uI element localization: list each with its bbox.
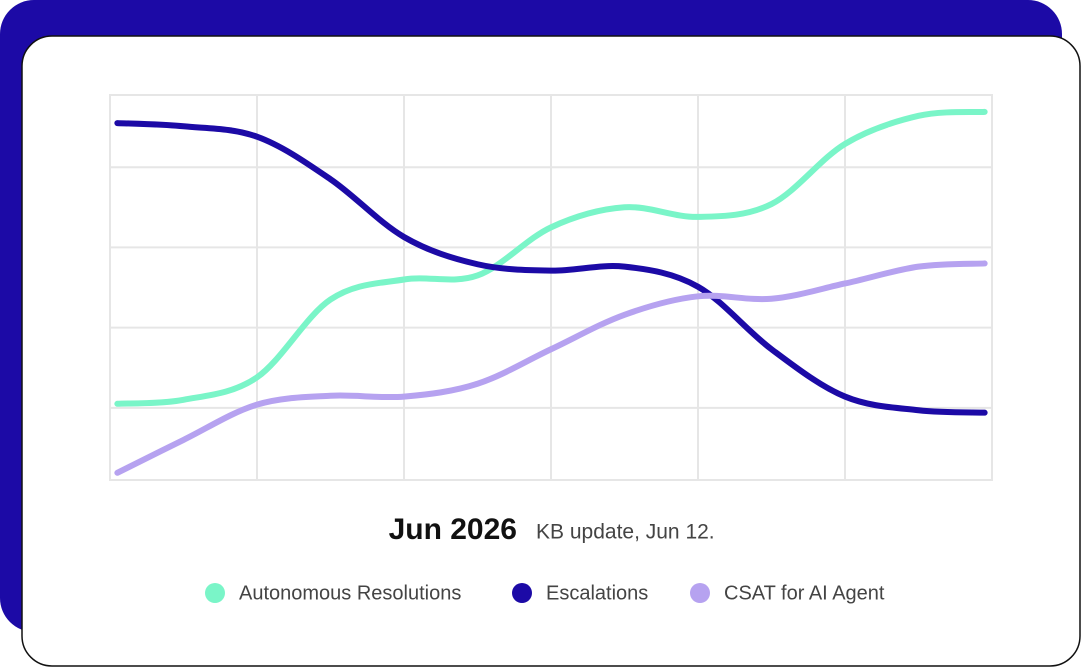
legend-swatch [512, 583, 532, 603]
legend-swatch [205, 583, 225, 603]
chart-title: Jun 2026 [389, 513, 517, 546]
series-line [114, 260, 988, 476]
chart-subtitle: KB update, Jun 12. [536, 521, 715, 544]
legend-label: Escalations [546, 582, 648, 604]
legend-label: Autonomous Resolutions [239, 582, 461, 604]
series-line [114, 108, 988, 407]
legend-label: CSAT for AI Agent [724, 582, 885, 604]
legend-swatch [690, 583, 710, 603]
series-line [114, 120, 988, 416]
legend: Autonomous Resolutions Escalations CSAT fo… [205, 582, 885, 604]
lines [114, 108, 988, 476]
